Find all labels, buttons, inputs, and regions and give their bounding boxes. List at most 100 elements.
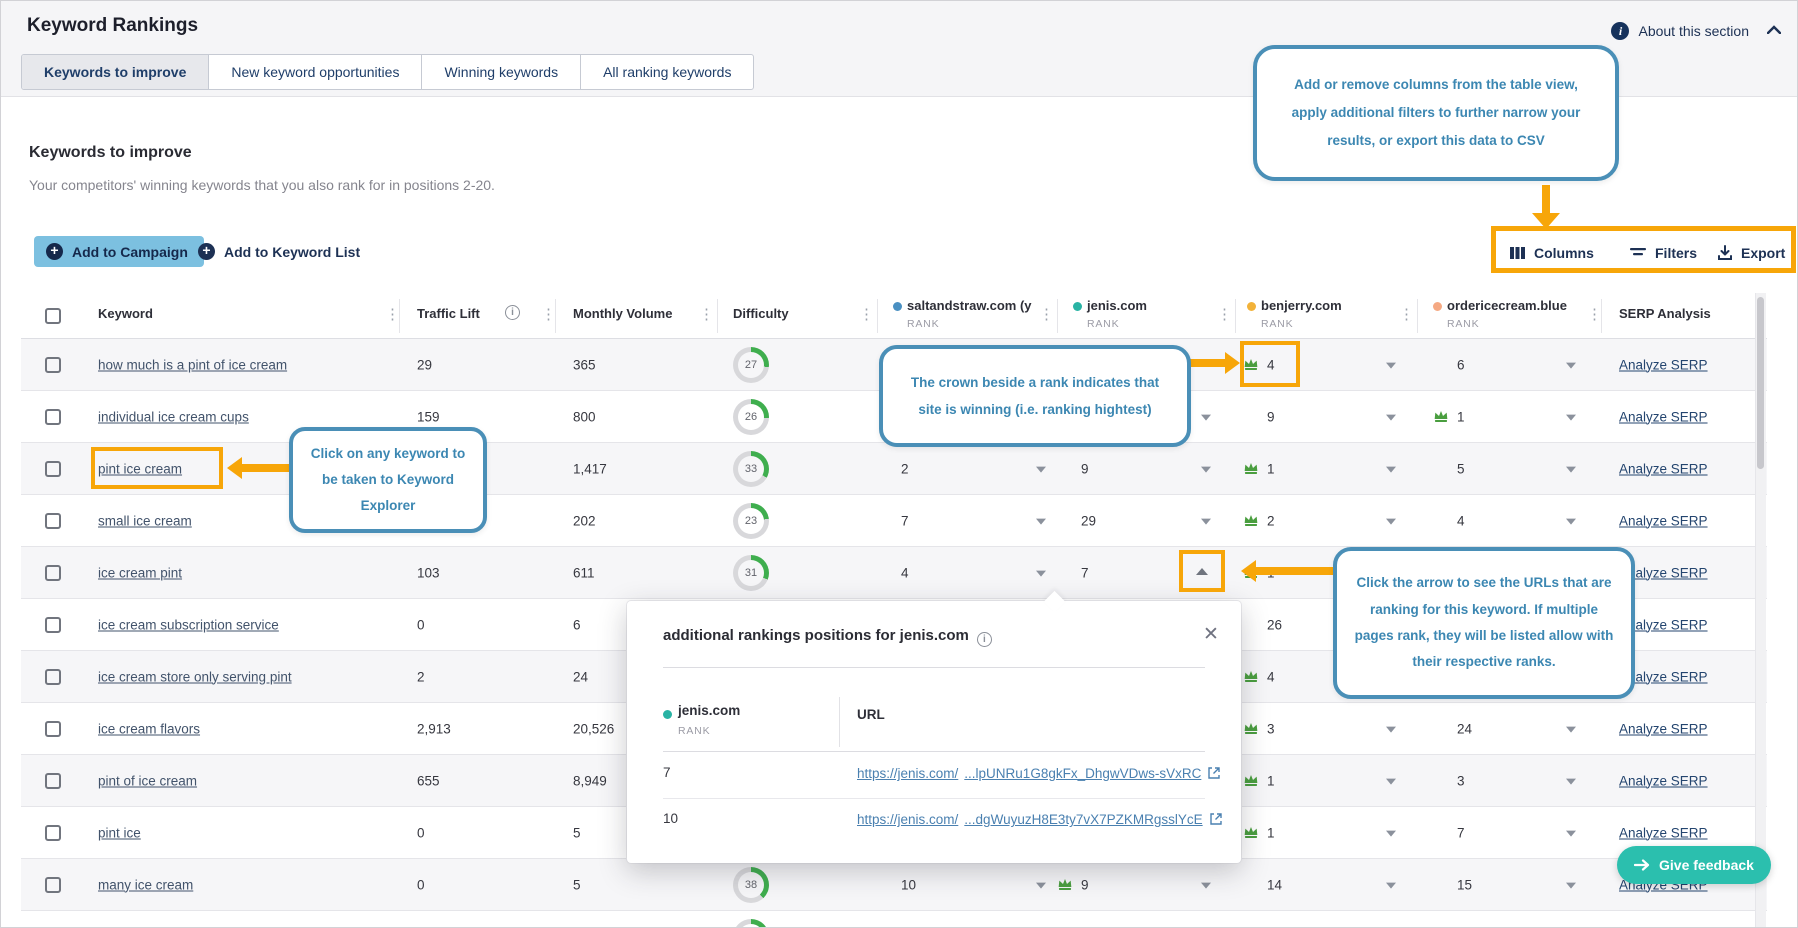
analyze-serp-link[interactable]: Analyze SERP: [1619, 669, 1708, 684]
analyze-serp-link[interactable]: Analyze SERP: [1619, 461, 1708, 476]
analyze-serp-link[interactable]: Analyze SERP: [1619, 721, 1708, 736]
analyze-serp-link[interactable]: Analyze SERP: [1619, 825, 1708, 840]
difficulty-value: 38: [744, 878, 758, 891]
info-icon[interactable]: i: [976, 632, 992, 647]
keyword-link[interactable]: many ice cream: [98, 877, 194, 892]
close-icon[interactable]: ✕: [1203, 624, 1219, 645]
columns-button[interactable]: Columns: [1509, 241, 1594, 265]
url-rest[interactable]: ...dgWuyuzH8E3ty7vX7PZKMRgsslYcE: [964, 812, 1203, 827]
expand-rank-arrow-icon[interactable]: [1566, 518, 1576, 525]
kebab-menu-icon[interactable]: ⋮: [699, 306, 714, 323]
analyze-serp-link[interactable]: Analyze SERP: [1619, 513, 1708, 528]
keyword-link[interactable]: ice cream flavors: [98, 721, 201, 736]
keyword-link[interactable]: how much is a pint of ice cream: [98, 357, 288, 372]
tab-winning-keywords[interactable]: Winning keywords: [421, 55, 580, 89]
expand-rank-arrow-icon[interactable]: [1566, 414, 1576, 421]
divider: [1235, 299, 1236, 333]
filters-button[interactable]: Filters: [1629, 241, 1697, 265]
kebab-menu-icon[interactable]: ⋮: [1217, 306, 1232, 323]
popup-url-link[interactable]: https://jenis.com/ ...dgWuyuzH8E3ty7vX7PZ…: [857, 811, 1222, 829]
expand-rank-arrow-icon[interactable]: [1386, 778, 1396, 785]
row-checkbox[interactable]: [45, 668, 61, 685]
url-base[interactable]: https://jenis.com/: [857, 766, 959, 781]
expand-rank-arrow-icon[interactable]: [1386, 830, 1396, 837]
row-checkbox[interactable]: [45, 772, 61, 789]
popup-url-header: URL: [857, 707, 885, 722]
expand-rank-arrow-icon[interactable]: [1036, 882, 1046, 889]
expand-rank-arrow-icon[interactable]: [1566, 778, 1576, 785]
expand-rank-arrow-icon[interactable]: [1566, 726, 1576, 733]
row-checkbox[interactable]: [45, 720, 61, 737]
expand-rank-arrow-icon[interactable]: [1386, 726, 1396, 733]
expand-rank-arrow-icon[interactable]: [1386, 466, 1396, 473]
divider: [839, 697, 840, 747]
add-to-campaign-button[interactable]: + Add to Campaign: [34, 236, 204, 267]
scrollbar-thumb[interactable]: [1757, 297, 1764, 469]
expand-rank-arrow-icon[interactable]: [1386, 518, 1396, 525]
export-button[interactable]: Export: [1717, 241, 1785, 265]
tab-all-ranking-keywords[interactable]: All ranking keywords: [580, 55, 753, 89]
keyword-link[interactable]: ice cream store only serving pint: [98, 669, 292, 684]
analyze-serp-link[interactable]: Analyze SERP: [1619, 357, 1708, 372]
collapse-arrow-icon[interactable]: [1196, 567, 1208, 575]
analyze-serp-link[interactable]: Analyze SERP: [1619, 617, 1708, 632]
row-checkbox[interactable]: [45, 616, 61, 633]
analyze-serp-link[interactable]: Analyze SERP: [1619, 773, 1708, 788]
keyword-link[interactable]: small ice cream: [98, 513, 192, 528]
keyword-link[interactable]: ice cream subscription service: [98, 617, 279, 632]
row-checkbox[interactable]: [45, 408, 61, 425]
rank-value-benjerry: 3: [1267, 721, 1275, 736]
kebab-menu-icon[interactable]: ⋮: [1587, 306, 1602, 323]
expand-rank-arrow-icon[interactable]: [1201, 882, 1211, 889]
tab-new-keyword-opportunities[interactable]: New keyword opportunities: [208, 55, 421, 89]
info-icon[interactable]: i: [505, 305, 520, 320]
kebab-menu-icon[interactable]: ⋮: [541, 306, 556, 323]
rank-value-order: 7: [1457, 825, 1465, 840]
row-checkbox[interactable]: [45, 356, 61, 373]
expand-rank-arrow-icon[interactable]: [1036, 570, 1046, 577]
keyword-link[interactable]: pint ice: [98, 825, 141, 840]
row-checkbox[interactable]: [45, 512, 61, 529]
kebab-menu-icon[interactable]: ⋮: [1399, 306, 1414, 323]
expand-rank-arrow-icon[interactable]: [1201, 466, 1211, 473]
url-rest[interactable]: ...lpUNRu1G8gkFx_DhgwVDws-sVxRC: [964, 766, 1202, 781]
row-checkbox[interactable]: [45, 876, 61, 893]
kebab-menu-icon[interactable]: ⋮: [1039, 306, 1054, 323]
analyze-serp-link[interactable]: Analyze SERP: [1619, 409, 1708, 424]
select-all-checkbox[interactable]: [45, 308, 61, 324]
row-checkbox[interactable]: [45, 460, 61, 477]
column-header-volume: Monthly Volume: [573, 306, 673, 321]
difficulty-badge-center: [738, 871, 764, 898]
popup-rank-value: 10: [663, 811, 679, 826]
kebab-menu-icon[interactable]: ⋮: [859, 306, 874, 323]
keyword-link[interactable]: pint ice cream: [98, 461, 183, 476]
popup-url-link[interactable]: https://jenis.com/ ...lpUNRu1G8gkFx_DhgwV…: [857, 765, 1221, 783]
expand-rank-arrow-icon[interactable]: [1201, 414, 1211, 421]
give-feedback-button[interactable]: Give feedback: [1617, 846, 1771, 884]
expand-rank-arrow-icon[interactable]: [1386, 362, 1396, 369]
crown-icon: [1244, 514, 1258, 526]
expand-rank-arrow-icon[interactable]: [1566, 882, 1576, 889]
traffic-lift-value: 2: [417, 669, 425, 684]
difficulty-badge-center: [738, 403, 764, 430]
keyword-link[interactable]: ice cream pint: [98, 565, 183, 580]
chevron-up-icon[interactable]: [1767, 25, 1781, 34]
keyword-link[interactable]: pint of ice cream: [98, 773, 198, 788]
about-this-section[interactable]: i About this section: [1611, 22, 1749, 40]
row-checkbox[interactable]: [45, 824, 61, 841]
url-base[interactable]: https://jenis.com/: [857, 812, 959, 827]
expand-rank-arrow-icon[interactable]: [1386, 882, 1396, 889]
kebab-menu-icon[interactable]: ⋮: [385, 306, 400, 323]
expand-rank-arrow-icon[interactable]: [1566, 466, 1576, 473]
expand-rank-arrow-icon[interactable]: [1036, 518, 1046, 525]
expand-rank-arrow-icon[interactable]: [1201, 518, 1211, 525]
tab-keywords-to-improve[interactable]: Keywords to improve: [22, 55, 209, 89]
expand-rank-arrow-icon[interactable]: [1566, 830, 1576, 837]
add-to-keyword-list-button[interactable]: + Add to Keyword List: [198, 243, 360, 260]
row-checkbox[interactable]: [45, 564, 61, 581]
expand-rank-arrow-icon[interactable]: [1036, 466, 1046, 473]
expand-rank-arrow-icon[interactable]: [1566, 362, 1576, 369]
expand-rank-arrow-icon[interactable]: [1386, 414, 1396, 421]
analyze-serp-link[interactable]: Analyze SERP: [1619, 565, 1708, 580]
keyword-link[interactable]: individual ice cream cups: [98, 409, 249, 424]
